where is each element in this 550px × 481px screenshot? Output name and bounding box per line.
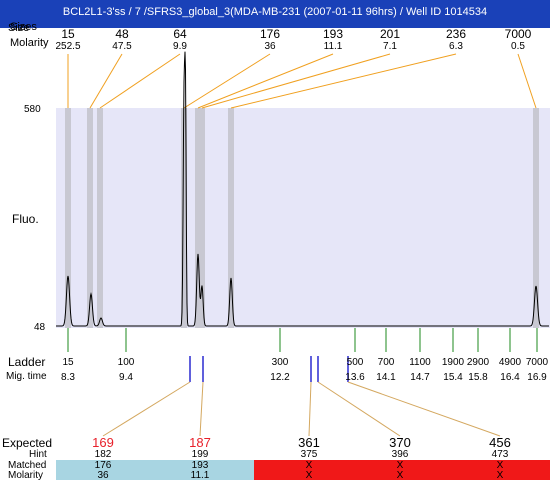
expected-value: 370: [389, 435, 411, 450]
matched-value: X: [305, 460, 313, 471]
peak-band: [199, 108, 205, 328]
peak-size: 7000: [504, 27, 532, 41]
y-max-label: 580: [24, 104, 41, 115]
peak-band: [533, 108, 539, 328]
peak-band: [65, 108, 71, 328]
peak-connector: [197, 53, 334, 109]
peak-molarity: 0.5: [511, 41, 525, 52]
ladder-size: 1900: [441, 357, 465, 368]
expected-connector: [199, 381, 204, 437]
peak-band: [228, 108, 234, 328]
expected-value: 361: [298, 435, 320, 450]
peak-band: [181, 108, 187, 328]
peak-molarity: 36: [264, 41, 276, 52]
ladder-size: 700: [377, 357, 395, 368]
expected-label: Expected: [2, 436, 53, 450]
matched-value: 193: [191, 460, 209, 471]
peak-size: 48: [115, 27, 129, 41]
window-title: BCL2L1-3'ss / 7 /SFRS3_global_3(MDA-MB-2…: [62, 6, 488, 18]
ladder-mig-time: 13.6: [345, 372, 365, 383]
sizes-label: Sizes: [10, 21, 37, 33]
molarity-value: 11.1: [190, 470, 210, 481]
peak-band: [97, 108, 103, 328]
expected-value: 187: [189, 435, 211, 450]
matched-band: [56, 460, 254, 480]
expected-connector: [317, 381, 401, 437]
ladder-size: 1100: [409, 357, 431, 368]
peak-connector: [201, 53, 391, 109]
ladder-size: 100: [117, 357, 135, 368]
peak-molarity: 7.1: [383, 41, 397, 52]
fluorescence-trace: [56, 51, 549, 327]
hint-label: Hint: [29, 449, 47, 460]
peak-size: 193: [322, 27, 344, 41]
expected-connector: [308, 381, 312, 437]
peak-connector: [517, 53, 537, 109]
expected-value: 456: [489, 435, 511, 450]
ladder-mig-time: 14.1: [376, 372, 396, 383]
peak-molarity: 252.5: [55, 41, 81, 52]
ladder-mig-time: 12.2: [270, 372, 290, 383]
matched-label: Matched: [8, 460, 47, 471]
peak-molarity: 47.5: [112, 41, 132, 52]
hint-value: 473: [491, 449, 509, 460]
ladder-label: Ladder: [8, 355, 46, 369]
ladder-mig-time: 14.7: [410, 372, 430, 383]
ladder-mig-time: 15.8: [468, 372, 488, 383]
ladder-size: 4900: [498, 357, 522, 368]
peak-connector: [183, 53, 271, 109]
size-label: Size: [8, 22, 30, 34]
ladder-mig-time: 9.4: [119, 372, 133, 383]
peak-size: 15: [61, 27, 75, 41]
molarity-value: X: [305, 470, 313, 481]
matched-value: 176: [94, 460, 112, 471]
peak-size: 201: [379, 27, 401, 41]
table-molarity-label: Molarity: [8, 470, 44, 481]
expected-connector: [347, 381, 501, 437]
hint-value: 199: [191, 449, 209, 460]
mig-time-label: Mig. time: [6, 371, 47, 382]
molarity-label: Molarity: [10, 37, 49, 49]
hint-value: 375: [300, 449, 318, 460]
peak-size: 176: [259, 27, 281, 41]
ladder-size: 300: [271, 357, 289, 368]
ladder-mig-time: 16.4: [500, 372, 520, 383]
peak-connector: [89, 53, 123, 109]
hint-value: 182: [94, 449, 112, 460]
ladder-mig-time: 16.9: [527, 372, 547, 383]
expected-connector: [102, 381, 191, 437]
matched-value: X: [396, 460, 404, 471]
matched-value: X: [496, 460, 504, 471]
ladder-size: 7000: [525, 357, 549, 368]
molarity-value: X: [496, 470, 504, 481]
ladder-size: 15: [62, 357, 74, 368]
peak-molarity: 9.9: [173, 41, 187, 52]
peak-band: [195, 108, 201, 328]
y-axis-title: Fluo.: [12, 212, 39, 226]
ladder-mig-time: 8.3: [61, 372, 75, 383]
ladder-size: 2900: [466, 357, 490, 368]
peak-connector: [230, 53, 457, 109]
expected-value: 169: [92, 435, 114, 450]
molarity-value: X: [396, 470, 404, 481]
y-min-label: 48: [34, 322, 46, 333]
hint-value: 396: [391, 449, 409, 460]
plot-area: [56, 108, 550, 328]
unmatched-band: [254, 460, 550, 480]
peak-molarity: 11.1: [323, 41, 343, 52]
molarity-value: 36: [97, 470, 109, 481]
peak-band: [87, 108, 93, 328]
title-bar: [0, 0, 550, 28]
peak-size: 236: [445, 27, 467, 41]
ladder-size: 500: [346, 357, 364, 368]
peak-size: 64: [173, 27, 187, 41]
peak-connector: [99, 53, 181, 109]
ladder-mig-time: 15.4: [443, 372, 463, 383]
peak-molarity: 6.3: [449, 41, 463, 52]
